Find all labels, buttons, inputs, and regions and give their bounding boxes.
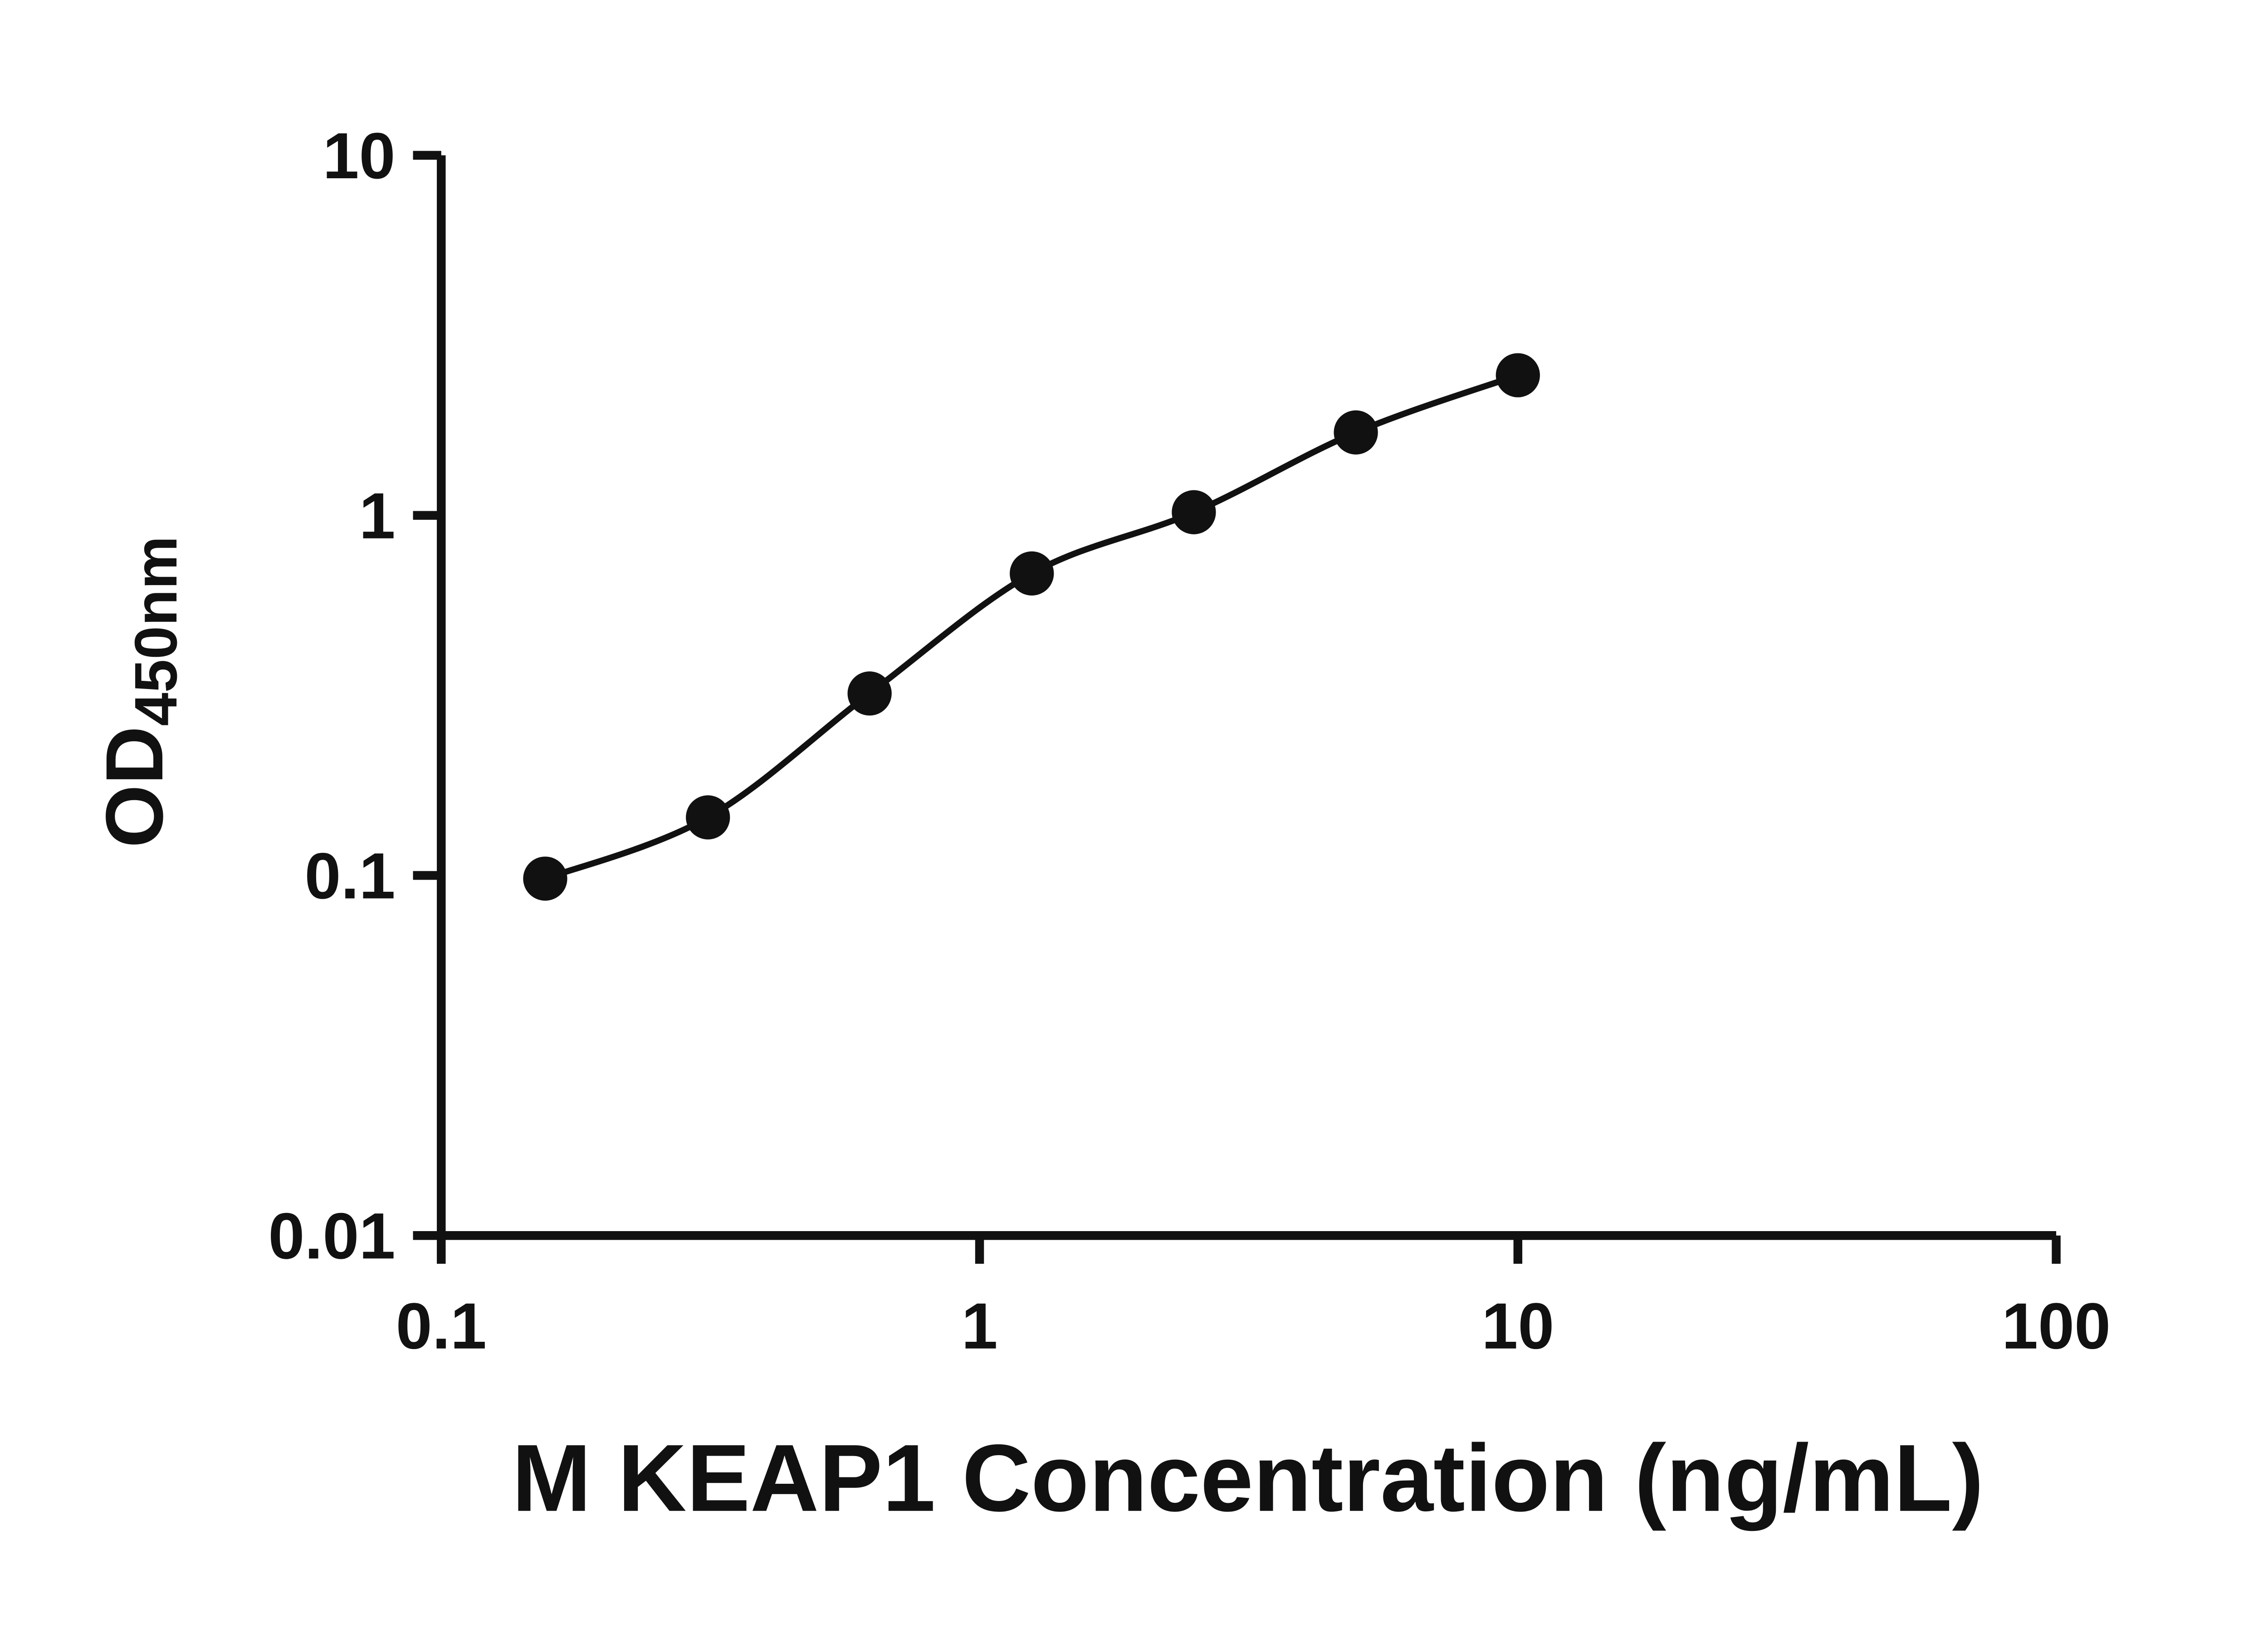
data-point (1010, 551, 1054, 596)
y-axis-title-sub: 450nm (122, 536, 190, 726)
data-point (1334, 410, 1378, 455)
data-point (686, 795, 730, 840)
y-axis-title-main: OD (89, 726, 180, 848)
x-tick-label: 0.1 (396, 1290, 487, 1363)
y-tick-label: 0.01 (268, 1199, 395, 1272)
x-tick-label: 10 (1481, 1290, 1554, 1363)
elisa-standard-curve-figure: 0.1 1 10 100 0.01 0.1 1 10 M KEAP1 Concentratio… (88, 119, 2111, 1531)
y-axis-title: OD450nm (89, 536, 190, 848)
x-tick-label: 100 (2002, 1290, 2111, 1363)
data-point (523, 856, 567, 901)
x-tick-label: 1 (962, 1290, 998, 1363)
data-point (1172, 490, 1216, 534)
y-tick-label: 0.1 (304, 840, 395, 913)
axes (437, 155, 2057, 1240)
y-tick-label: 1 (359, 479, 396, 552)
y-tick-label: 10 (323, 119, 395, 192)
x-axis-title: M KEAP1 Concentration (ng/mL) (512, 1425, 1984, 1531)
data-point (1496, 353, 1540, 397)
data-point (847, 671, 892, 716)
